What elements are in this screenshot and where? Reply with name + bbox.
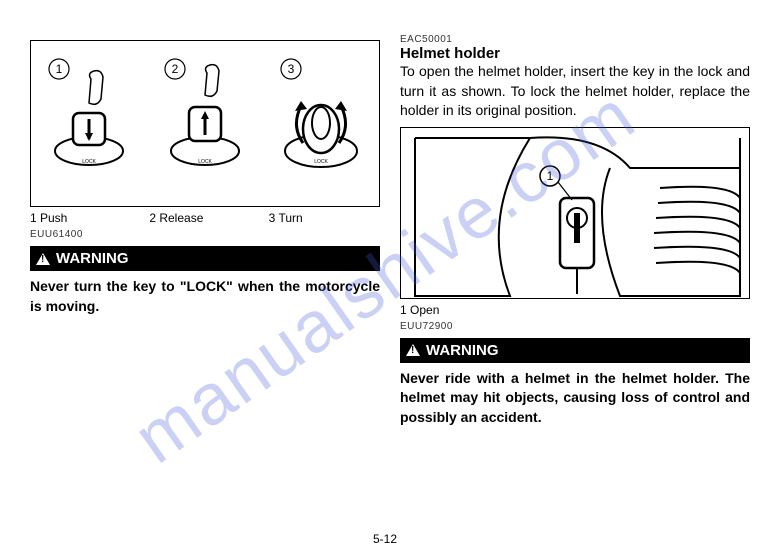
figure-helmet-holder: 1 [400,127,750,299]
warning-label-left: WARNING [56,250,129,267]
svg-text:1: 1 [547,169,554,183]
step-num-1: 1 [56,62,63,76]
figure2-legend: 1 Open [400,303,750,317]
code-euu61400: EUU61400 [30,229,380,240]
legend-turn: 3 Turn [269,211,380,225]
svg-text:LOCK: LOCK [314,159,328,165]
svg-text:3: 3 [288,62,295,76]
legend-release: 2 Release [149,211,260,225]
left-column: 1 LOCK 2 [30,30,380,428]
right-column: EAC50001 Helmet holder To open the helme… [400,30,750,428]
warning-triangle-icon [406,344,420,356]
svg-text:LOCK: LOCK [82,159,96,165]
warning-label-right: WARNING [426,342,499,359]
figure1-legend: 1 Push 2 Release 3 Turn [30,211,380,225]
helmet-holder-heading: Helmet holder [400,45,750,62]
warning-text-left: Never turn the key to "LOCK" when the mo… [30,277,380,316]
figure-lock-steps: 1 LOCK 2 [30,40,380,207]
warning-box-left: WARNING [30,246,380,271]
legend-push: 1 Push [30,211,141,225]
warning-box-right: WARNING [400,338,750,363]
warning-text-right: Never ride with a helmet in the helmet h… [400,369,750,428]
code-euu72900: EUU72900 [400,321,750,332]
helmet-holder-intro: To open the helmet holder, insert the ke… [400,62,750,121]
step-push: 1 LOCK [39,51,139,196]
code-eac50001: EAC50001 [400,34,750,45]
svg-text:2: 2 [172,62,179,76]
warning-triangle-icon [36,253,50,265]
step-turn: 3 LOCK [271,51,371,196]
legend-open: 1 Open [400,303,439,317]
page-number: 5-12 [0,532,770,546]
svg-text:LOCK: LOCK [198,159,212,165]
step-release: 2 LOCK [155,51,255,196]
